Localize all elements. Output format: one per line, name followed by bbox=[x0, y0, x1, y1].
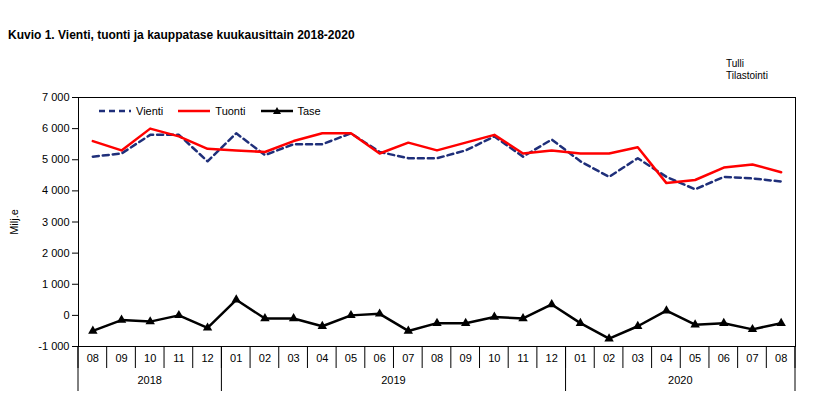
html-text:Kuvio 1. Vienti, tuonti ja kau: Kuvio 1. Vienti, tuonti ja kauppatase ku… bbox=[8, 28, 355, 42]
svg-text:2 000: 2 000 bbox=[42, 247, 70, 259]
svg-text:09: 09 bbox=[460, 352, 472, 364]
svg-text:1 000: 1 000 bbox=[42, 278, 70, 290]
svg-text:07: 07 bbox=[746, 352, 758, 364]
svg-text:Milj.e: Milj.e bbox=[8, 209, 20, 235]
svg-text:2019: 2019 bbox=[381, 374, 405, 386]
html-text:Vienti: Vienti bbox=[136, 105, 164, 117]
svg-text:10: 10 bbox=[144, 352, 156, 364]
svg-text:4 000: 4 000 bbox=[42, 184, 70, 196]
svg-text:3 000: 3 000 bbox=[42, 216, 70, 228]
svg-text:01: 01 bbox=[230, 352, 242, 364]
svg-text:11: 11 bbox=[173, 352, 184, 364]
svg-text:06: 06 bbox=[374, 352, 386, 364]
svg-text:04: 04 bbox=[316, 352, 328, 364]
svg-text:06: 06 bbox=[718, 352, 730, 364]
svg-text:08: 08 bbox=[87, 352, 99, 364]
svg-text:12: 12 bbox=[201, 352, 213, 364]
svg-text:12: 12 bbox=[546, 352, 558, 364]
svg-text:5 000: 5 000 bbox=[42, 153, 70, 165]
svg-text:2020: 2020 bbox=[668, 374, 692, 386]
svg-text:01: 01 bbox=[574, 352, 586, 364]
html-text:Tilastointi: Tilastointi bbox=[726, 70, 768, 81]
html-text:Tulli: Tulli bbox=[726, 58, 744, 69]
html-text:Tuonti: Tuonti bbox=[215, 105, 246, 117]
svg-text:08: 08 bbox=[775, 352, 787, 364]
svg-text:08: 08 bbox=[431, 352, 443, 364]
svg-text:02: 02 bbox=[603, 352, 615, 364]
svg-text:7 000: 7 000 bbox=[42, 91, 70, 103]
svg-text:11: 11 bbox=[517, 352, 528, 364]
svg-text:2018: 2018 bbox=[137, 374, 161, 386]
svg-text:05: 05 bbox=[689, 352, 701, 364]
svg-text:10: 10 bbox=[488, 352, 500, 364]
svg-text:02: 02 bbox=[259, 352, 271, 364]
svg-text:0: 0 bbox=[63, 309, 69, 321]
svg-text:6 000: 6 000 bbox=[42, 122, 70, 134]
html-text:Tase: Tase bbox=[297, 105, 321, 117]
svg-text:09: 09 bbox=[115, 352, 127, 364]
svg-text:04: 04 bbox=[660, 352, 672, 364]
svg-text:03: 03 bbox=[287, 352, 299, 364]
svg-text:05: 05 bbox=[345, 352, 357, 364]
svg-text:07: 07 bbox=[402, 352, 414, 364]
svg-text:03: 03 bbox=[632, 352, 644, 364]
svg-text:-1 000: -1 000 bbox=[38, 340, 69, 352]
